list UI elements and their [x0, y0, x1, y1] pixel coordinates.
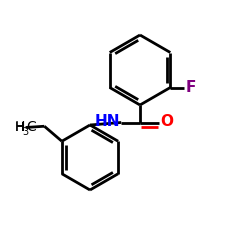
Text: H: H — [15, 121, 24, 134]
Text: F: F — [185, 80, 196, 95]
Text: HN: HN — [94, 114, 120, 129]
Text: H: H — [14, 120, 24, 134]
Text: C: C — [26, 120, 36, 134]
Text: O: O — [160, 114, 173, 130]
Text: 3: 3 — [22, 127, 28, 137]
